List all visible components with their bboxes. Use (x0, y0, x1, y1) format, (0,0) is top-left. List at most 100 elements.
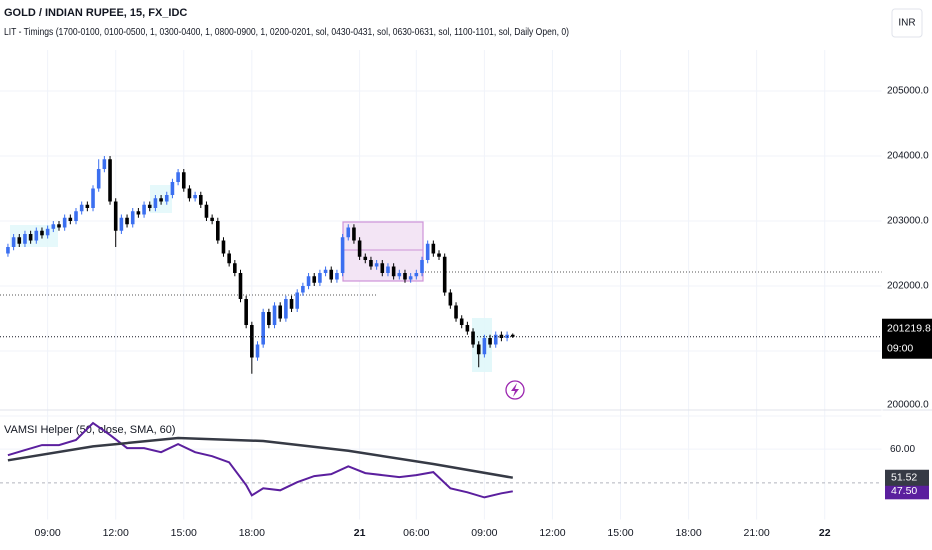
y-tick-label: 60.00 (890, 444, 915, 455)
candle-body (357, 240, 362, 257)
candle-body (431, 243, 436, 254)
x-tick-label: 21:00 (744, 527, 770, 539)
y-tick-label: 202000.0 (887, 281, 929, 292)
candle-body (142, 204, 146, 215)
candle-body (493, 334, 498, 345)
last-price-label: 201219.8 (887, 322, 931, 334)
session-box (472, 318, 492, 372)
candle-body (420, 260, 424, 273)
candle-body (130, 211, 135, 225)
candle-body (340, 237, 345, 273)
candle-body (386, 266, 390, 273)
candle-body (482, 338, 487, 355)
candle-body (136, 211, 141, 215)
candle-body (204, 204, 209, 218)
candle-body (454, 305, 458, 319)
candle-body (210, 217, 214, 221)
candle-body (45, 228, 50, 236)
candle-body (62, 217, 67, 228)
candle-body (244, 299, 248, 325)
candle-body (227, 253, 231, 264)
indicator-title: VAMSI Helper (50, close, SMA, 60) (4, 424, 176, 436)
chart-title: GOLD / INDIAN RUPEE, 15, FX_IDC (4, 7, 187, 19)
candle-body (159, 198, 163, 202)
value-box (885, 483, 929, 500)
x-tick-label: 18:00 (239, 527, 265, 539)
candle-body (216, 221, 220, 241)
candle-body (318, 273, 322, 283)
x-tick-label: 21 (354, 527, 366, 539)
indicator-line (7, 436, 514, 479)
event-icon-bolt (511, 383, 519, 397)
candle-body (510, 334, 515, 337)
candle-body (102, 159, 107, 169)
value-box (885, 469, 929, 486)
candle-body (255, 344, 260, 358)
candle-body (369, 260, 373, 267)
candle-body (488, 338, 492, 345)
candle-body (176, 172, 180, 182)
candle-body (17, 237, 22, 244)
candle-body (28, 234, 33, 241)
x-tick-label: 15:00 (607, 527, 633, 539)
candle-body (289, 299, 294, 309)
x-tick-label: 12:00 (103, 527, 129, 539)
candle-body (442, 256, 447, 293)
y-tick-label: 200000.0 (887, 400, 929, 411)
candle-body (23, 234, 27, 244)
candle-body (96, 169, 101, 189)
candle-body (40, 230, 44, 236)
candle-body (335, 273, 339, 280)
candle-body (68, 217, 73, 221)
candle-body (329, 269, 334, 280)
candle-body (181, 172, 186, 189)
candle-body (301, 286, 305, 293)
x-tick-label: 12:00 (539, 527, 565, 539)
candle-body (34, 230, 39, 241)
candle-body (119, 217, 124, 231)
candle-body (153, 198, 158, 208)
candle-body (352, 227, 356, 241)
candle-body (164, 195, 169, 202)
candle-body (397, 273, 402, 277)
candle-body (85, 204, 90, 208)
candle-body (306, 276, 311, 286)
candle-body (91, 188, 95, 208)
candle-body (187, 188, 192, 199)
candle-body (278, 305, 282, 319)
candle-body (471, 331, 475, 345)
candle-body (448, 292, 453, 306)
candle-body (323, 269, 328, 273)
candle-body (284, 299, 288, 319)
candle-body (250, 325, 254, 358)
candle-body (391, 266, 396, 277)
candle-body (198, 195, 203, 205)
candle-body (193, 195, 197, 199)
candle-body (312, 276, 317, 283)
x-tick-label: 09:00 (35, 527, 61, 539)
indicator-line (7, 421, 513, 499)
candle-body (6, 247, 10, 254)
candle-body (363, 256, 368, 260)
candle-body (261, 312, 265, 345)
candle-body (125, 217, 129, 225)
currency-label: INR (898, 18, 915, 29)
candle-body (403, 273, 407, 280)
candle-body (459, 318, 464, 325)
countdown-label: 09:00 (887, 342, 913, 354)
currency-button[interactable] (891, 8, 923, 38)
last-price-box (882, 318, 932, 359)
x-tick-label: 22 (819, 527, 831, 539)
y-tick-label: 204000.0 (887, 151, 929, 162)
y-tick-label: 205000.0 (887, 86, 929, 97)
candle-body (437, 253, 441, 257)
x-tick-label: 18:00 (675, 527, 701, 539)
candle-body (11, 237, 16, 247)
candle-body (238, 273, 243, 299)
candle-body (346, 227, 351, 238)
candle-body (108, 159, 112, 202)
marks (6, 156, 515, 374)
candle-body (74, 211, 78, 221)
candle-body (425, 243, 430, 260)
